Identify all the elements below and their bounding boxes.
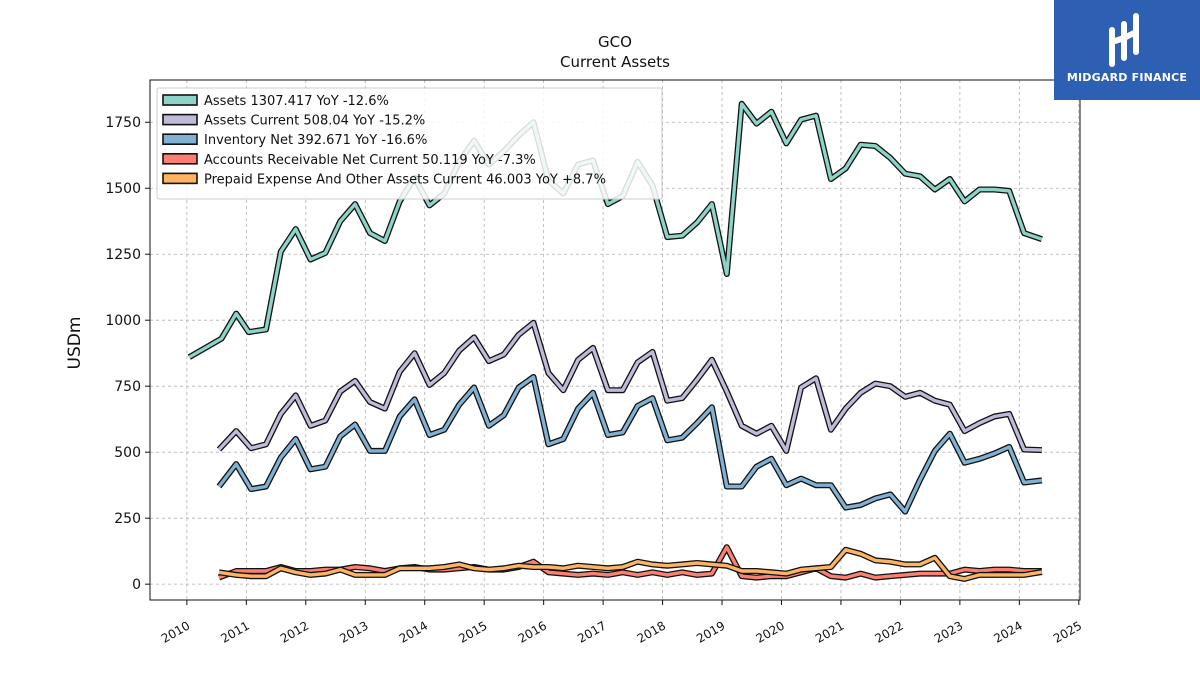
y-tick-label: 1500 <box>105 181 141 197</box>
y-tick-label: 1000 <box>105 313 141 329</box>
legend-label: Accounts Receivable Net Current 50.119 Y… <box>204 153 536 168</box>
y-axis-label: USDm <box>65 317 85 370</box>
brand-logo-icon <box>1109 13 1139 67</box>
legend-swatch <box>162 94 198 106</box>
plot-frame <box>149 79 1081 601</box>
series-prepaid-expense-and-other-assets-current <box>218 546 1043 582</box>
legend-label: Assets Current 508.04 YoY -15.2% <box>204 114 425 129</box>
series-assets-current <box>216 319 1043 454</box>
y-tick-label: 1750 <box>105 115 141 131</box>
series-line <box>217 375 1043 514</box>
chart-title: GCO <box>598 33 632 51</box>
chart-subtitle: Current Assets <box>560 53 670 71</box>
series-line <box>218 545 1042 580</box>
y-tick-label: 250 <box>114 511 141 527</box>
legend-label: Inventory Net 392.671 YoY -16.6% <box>204 133 427 148</box>
legend: Assets 1307.417 YoY -12.6% Assets Current… <box>156 87 663 200</box>
legend-swatch <box>162 113 198 126</box>
y-tick-label: 500 <box>114 445 141 461</box>
y-tick-label: 750 <box>114 379 141 395</box>
y-axis-ticks: 0 250 500 750 1000 1250 1500 1750 <box>105 115 150 593</box>
y-tick-label: 0 <box>132 577 141 593</box>
series-accounts-receivable-net-current <box>217 544 1042 581</box>
legend-swatch <box>162 153 198 165</box>
legend-swatch <box>162 133 198 145</box>
brand-name: MIDGARD FINANCE <box>1066 71 1188 84</box>
y-tick-label: 1250 <box>105 247 141 263</box>
legend-swatch <box>162 172 198 185</box>
series-line <box>218 548 1043 581</box>
legend-label: Prepaid Expense And Other Assets Current… <box>204 172 606 187</box>
legend-label: Assets 1307.417 YoY -12.6% <box>204 94 389 109</box>
series-inventory-net <box>216 374 1043 515</box>
brand-logo-box: MIDGARD FINANCE <box>1054 0 1200 100</box>
legend-box <box>156 87 663 200</box>
series-line <box>217 321 1042 453</box>
